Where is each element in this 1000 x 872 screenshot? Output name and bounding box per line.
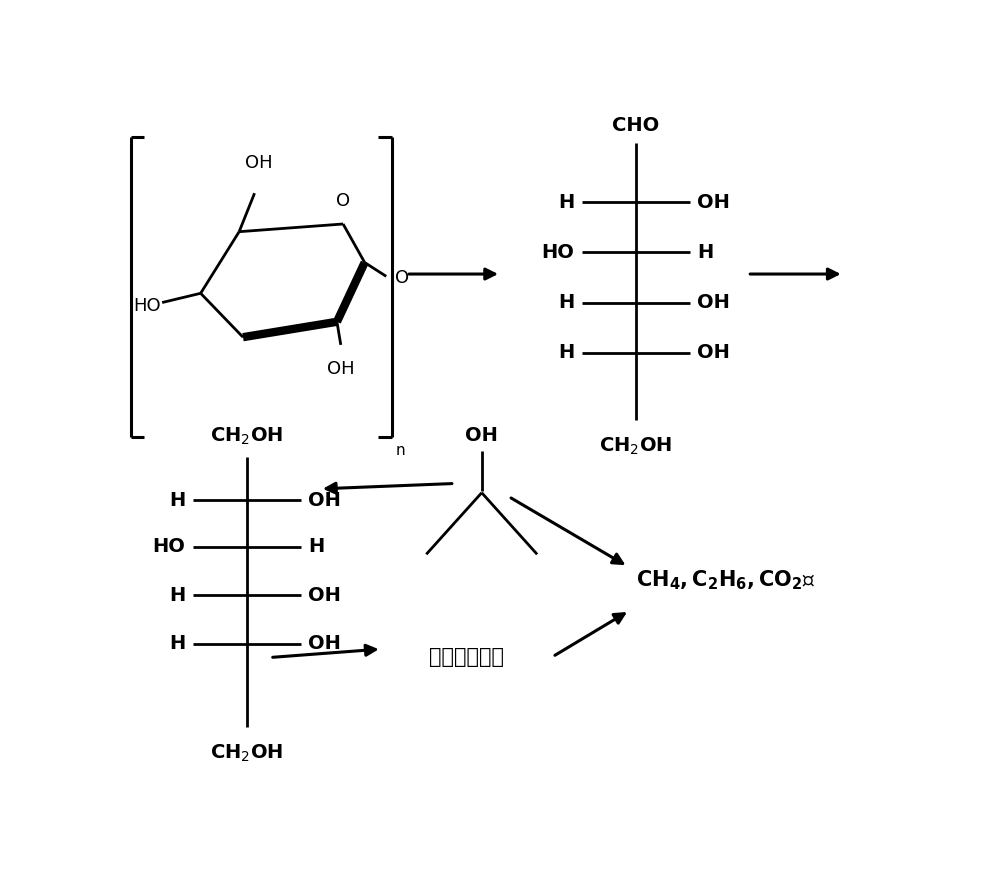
Text: $\mathbf{CH_4,C_2H_6,CO_2}$等: $\mathbf{CH_4,C_2H_6,CO_2}$等: [636, 568, 815, 591]
Text: O: O: [336, 192, 350, 210]
Text: CH$_2$OH: CH$_2$OH: [599, 436, 672, 457]
Text: OH: OH: [465, 426, 498, 445]
Text: H: H: [558, 293, 574, 312]
Text: n: n: [395, 444, 405, 459]
Text: CH$_2$OH: CH$_2$OH: [210, 426, 283, 446]
Text: HO: HO: [152, 537, 185, 556]
Text: H: H: [558, 343, 574, 362]
Text: O: O: [395, 269, 409, 287]
Text: H: H: [308, 537, 325, 556]
Text: H: H: [169, 491, 185, 510]
Text: OH: OH: [308, 586, 341, 604]
Text: HO: HO: [133, 297, 161, 316]
Text: OH: OH: [308, 634, 341, 653]
Text: HO: HO: [541, 243, 574, 262]
Text: OH: OH: [697, 193, 730, 212]
Text: OH: OH: [697, 293, 730, 312]
Text: OH: OH: [697, 343, 730, 362]
Text: OH: OH: [245, 153, 272, 172]
Text: H: H: [169, 586, 185, 604]
Text: OH: OH: [308, 491, 341, 510]
Text: CHO: CHO: [612, 117, 659, 135]
Text: H: H: [558, 193, 574, 212]
Text: CH$_2$OH: CH$_2$OH: [210, 742, 283, 764]
Text: H: H: [169, 634, 185, 653]
Text: OH: OH: [327, 360, 355, 378]
Text: 其它液体产物: 其它液体产物: [429, 647, 504, 667]
Text: H: H: [697, 243, 714, 262]
